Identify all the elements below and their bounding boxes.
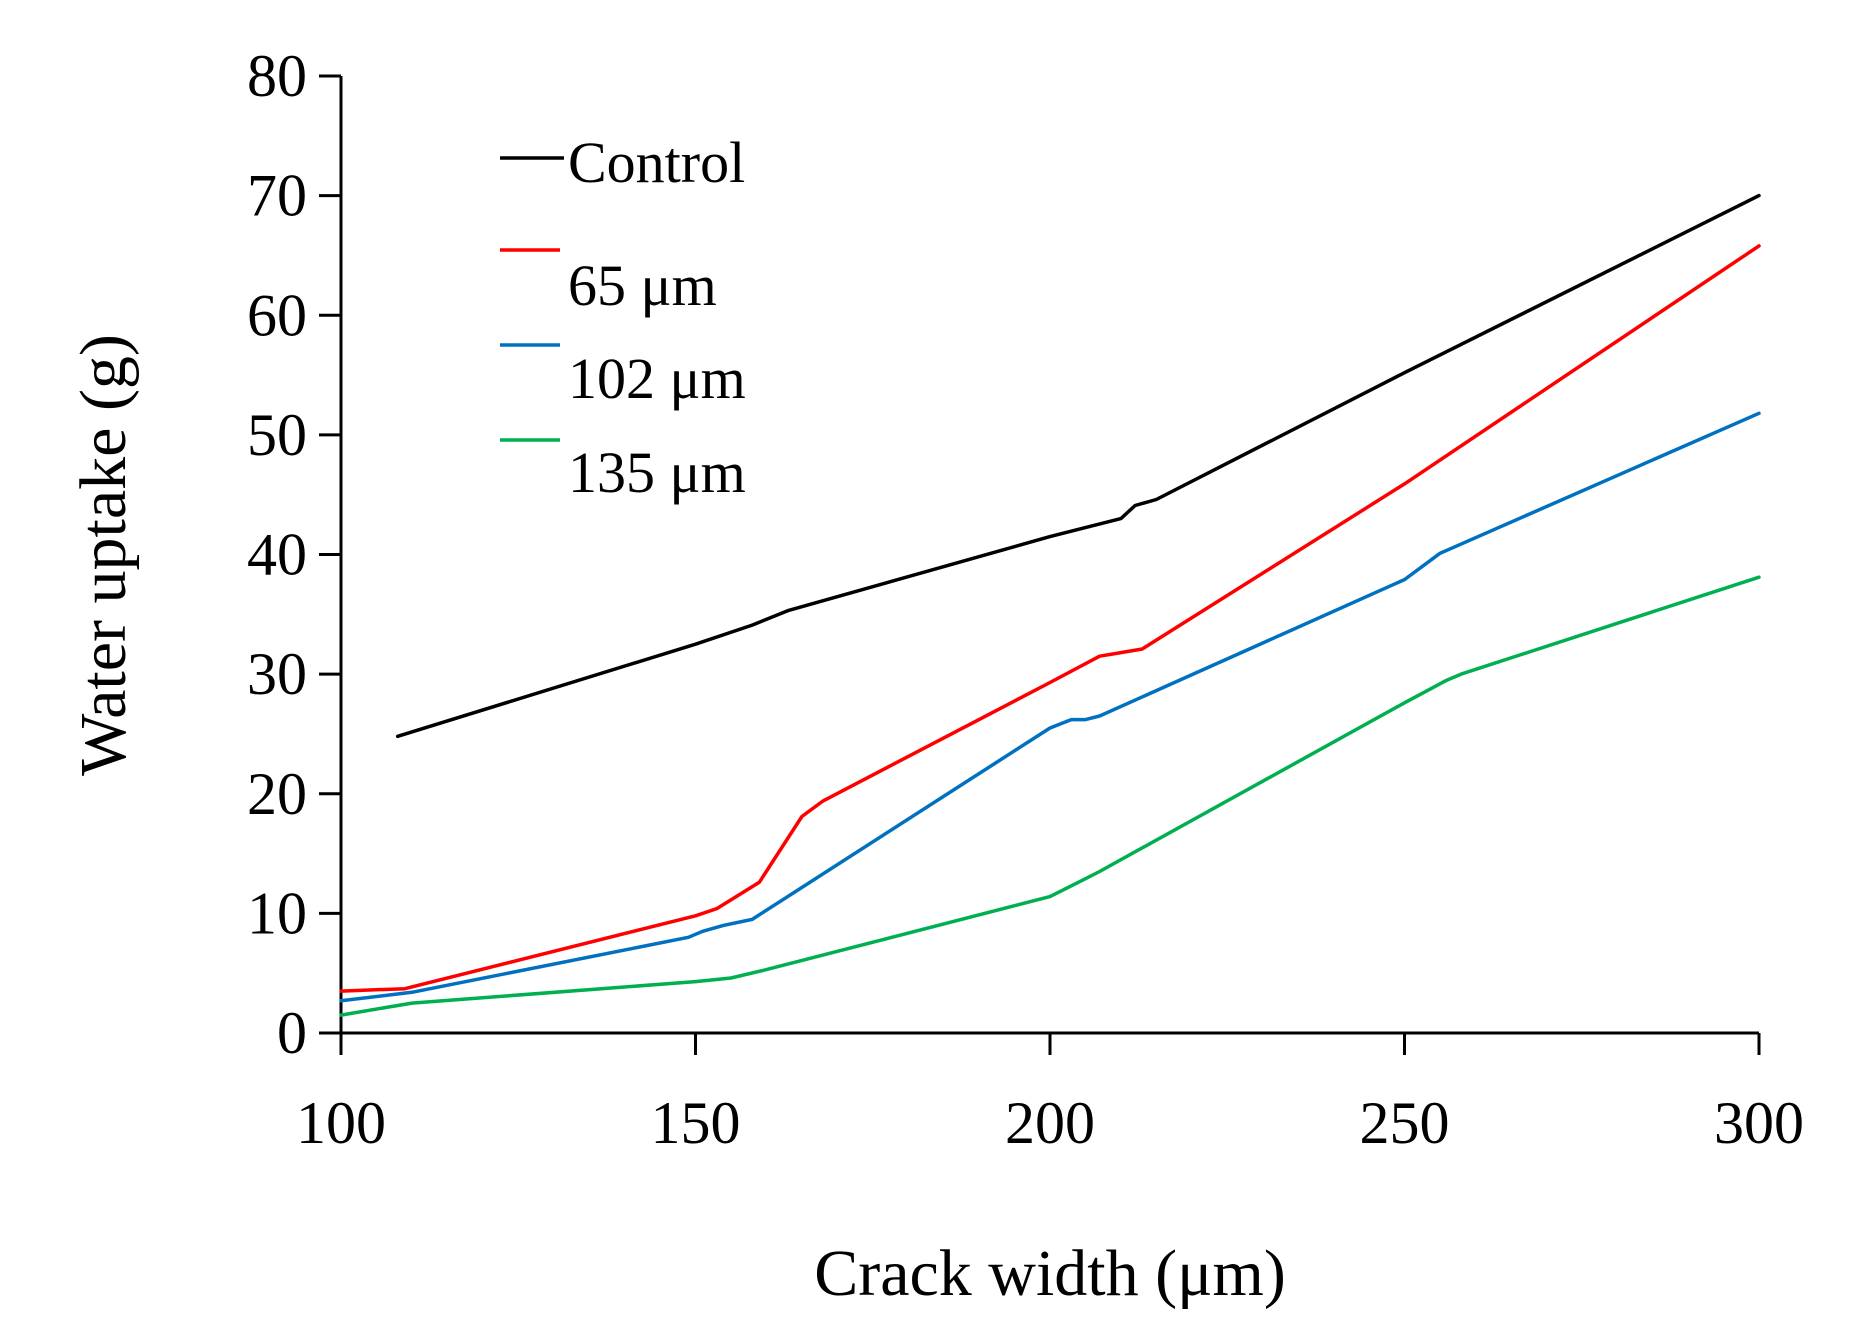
y-tick-label: 30 [247,641,307,707]
legend-label-102-m: 102 μm [568,346,746,411]
y-tick-label: 80 [247,43,307,109]
legend: Control 65 μm 102 μm 135 μm [500,130,746,505]
y-tick-label: 10 [247,880,307,946]
x-tick-label: 250 [1360,1090,1450,1156]
y-tick-label: 60 [247,282,307,348]
y-axis-ticks: 0 10 20 30 40 50 60 70 80 [247,43,341,1066]
series-lines [339,193,1761,1017]
x-axis-ticks: 100 150 200 250 300 [296,1033,1804,1156]
y-tick-label: 50 [247,402,307,468]
y-tick-label: 70 [247,163,307,229]
x-tick-label: 300 [1714,1090,1804,1156]
legend-label-135-m: 135 μm [568,440,746,505]
x-tick-label: 100 [296,1090,386,1156]
y-tick-label: 0 [277,1000,307,1066]
y-axis-title: Water uptake (g) [67,334,140,776]
y-tick-label: 40 [247,522,307,588]
series-line-135-m [339,575,1761,1017]
series-line-control [395,193,1761,739]
x-tick-label: 150 [651,1090,741,1156]
x-axis-title: Crack width (μm) [814,1237,1286,1310]
x-tick-label: 200 [1005,1090,1095,1156]
y-tick-label: 20 [247,761,307,827]
legend-label-65-m: 65 μm [568,253,717,318]
series-line-65-m [339,244,1761,993]
legend-label-control: Control [568,130,745,195]
series-line-102-m [339,411,1761,1003]
